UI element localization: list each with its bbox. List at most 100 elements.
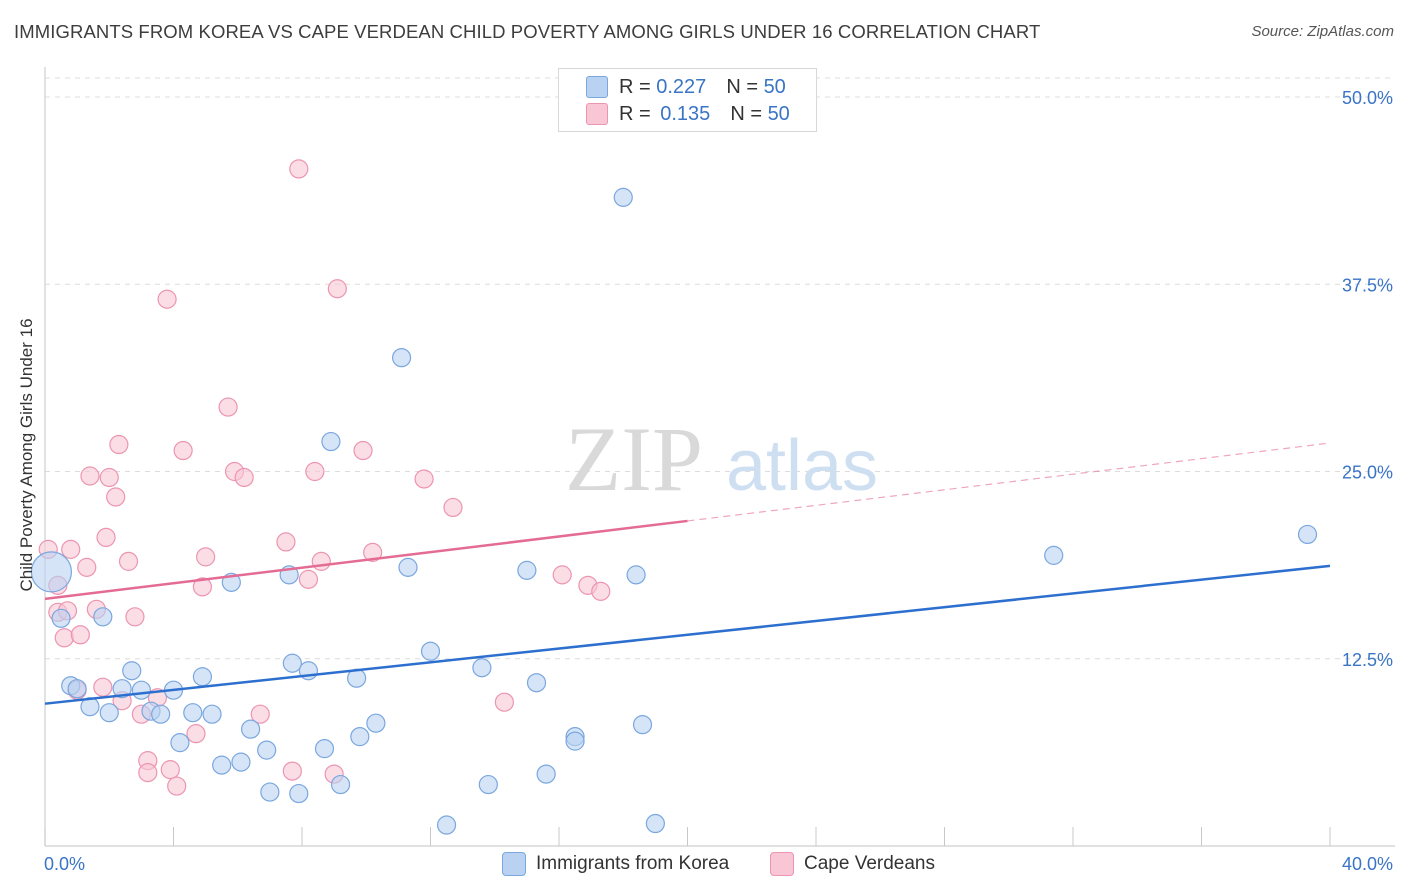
korea-point xyxy=(632,715,653,735)
korea-point xyxy=(645,813,665,834)
cape-point xyxy=(96,527,116,548)
korea-point xyxy=(472,658,492,678)
watermark-zip: ZIP xyxy=(565,408,703,510)
axes xyxy=(44,67,1395,847)
korea-point xyxy=(613,187,633,207)
korea-point xyxy=(1044,545,1064,565)
cape-point xyxy=(173,440,193,461)
korea-point xyxy=(330,774,351,795)
cape-point xyxy=(443,497,463,518)
n-value-korea: 50 xyxy=(763,75,786,98)
korea-point xyxy=(536,764,556,784)
korea-legend-swatch xyxy=(502,852,526,876)
cape-point xyxy=(282,761,302,781)
n-value-cape: 50 xyxy=(767,102,790,125)
cape-point xyxy=(70,625,90,645)
cape-point xyxy=(61,539,81,559)
tick-labels: 12.5% 25.0% 37.5% 50.0% 0.0% 40.0% xyxy=(44,88,1393,874)
korea-point xyxy=(231,752,251,772)
cape-point xyxy=(289,159,309,179)
cape-point xyxy=(186,724,206,744)
cape-point xyxy=(160,760,180,780)
cape-point xyxy=(125,607,145,627)
y-tick-label: 25.0% xyxy=(1342,463,1393,483)
korea-point xyxy=(212,755,232,775)
cape-point xyxy=(192,577,213,597)
korea-point xyxy=(260,782,280,802)
korea-point xyxy=(99,703,119,723)
korea-point xyxy=(565,731,585,751)
korea-point xyxy=(183,703,203,723)
correlation-legend: R = 0.227 N = 50 R = 0.135 N = 50 xyxy=(558,68,817,132)
korea-point xyxy=(112,679,132,699)
x-tick-label: 0.0% xyxy=(44,854,85,874)
cape-point xyxy=(494,692,514,712)
cape-point xyxy=(552,565,572,585)
y-tick-label: 12.5% xyxy=(1342,650,1393,670)
y-tick-label: 50.0% xyxy=(1342,88,1393,108)
korea-point xyxy=(398,557,418,577)
korea-point xyxy=(391,348,412,368)
cape-point xyxy=(157,289,177,309)
x-tick-label: 40.0% xyxy=(1342,854,1393,874)
korea-point xyxy=(626,565,646,585)
y-tick-label: 37.5% xyxy=(1342,275,1393,295)
cape-point xyxy=(106,487,126,507)
korea-point xyxy=(366,713,386,733)
cape-point xyxy=(298,569,319,589)
cape-point xyxy=(99,467,119,488)
series-cape-verdeans xyxy=(38,159,611,796)
cape-point xyxy=(77,557,97,577)
cape-point xyxy=(311,551,331,571)
cape-point xyxy=(109,434,129,455)
y-axis-label: Child Poverty Among Girls Under 16 xyxy=(17,318,36,592)
korea-point xyxy=(192,667,213,687)
korea-point xyxy=(436,815,457,835)
cape-point xyxy=(305,461,325,482)
korea-swatch xyxy=(586,76,608,98)
cape-point xyxy=(234,467,254,488)
n-label: N = xyxy=(726,75,764,98)
legend-item-cape[interactable]: Cape Verdeans xyxy=(770,852,935,876)
korea-point xyxy=(93,607,113,627)
korea-point xyxy=(257,740,277,760)
cape-point xyxy=(591,581,611,601)
cape-legend-label: Cape Verdeans xyxy=(804,853,935,874)
cape-trend-line xyxy=(44,519,688,601)
cape-point xyxy=(414,469,434,489)
cape-point xyxy=(118,551,139,571)
korea-point xyxy=(526,673,547,693)
korea-point xyxy=(420,641,441,661)
cape-legend-swatch xyxy=(770,852,794,876)
cape-point xyxy=(250,704,270,724)
legend-item-korea[interactable]: Immigrants from Korea xyxy=(502,852,729,876)
korea-point xyxy=(321,431,341,452)
korea-point xyxy=(67,679,87,699)
korea-point xyxy=(1297,524,1318,545)
cape-point xyxy=(93,677,113,697)
cape-point xyxy=(276,532,296,552)
r-label: R = xyxy=(619,75,657,98)
korea-point xyxy=(122,661,142,681)
cape-point xyxy=(54,628,74,648)
korea-point xyxy=(151,704,171,724)
korea-trend-line xyxy=(44,564,1331,705)
gridlines xyxy=(45,77,1395,660)
korea-point xyxy=(202,704,222,724)
cape-point xyxy=(167,776,187,796)
watermark: ZIP atlas xyxy=(565,408,878,510)
source-label: Source: ZipAtlas.com xyxy=(1251,23,1394,40)
korea-point xyxy=(289,783,309,804)
cape-point xyxy=(353,440,373,461)
korea-point xyxy=(170,733,190,753)
cape-point xyxy=(196,547,216,567)
cape-point xyxy=(138,762,158,783)
korea-point xyxy=(478,774,498,795)
trend-lines xyxy=(44,442,1331,705)
cape-point xyxy=(218,397,238,417)
korea-point xyxy=(282,653,302,673)
r-value-cape: 0.135 xyxy=(660,102,711,125)
watermark-atlas: atlas xyxy=(726,426,878,506)
cape-swatch xyxy=(586,103,608,125)
